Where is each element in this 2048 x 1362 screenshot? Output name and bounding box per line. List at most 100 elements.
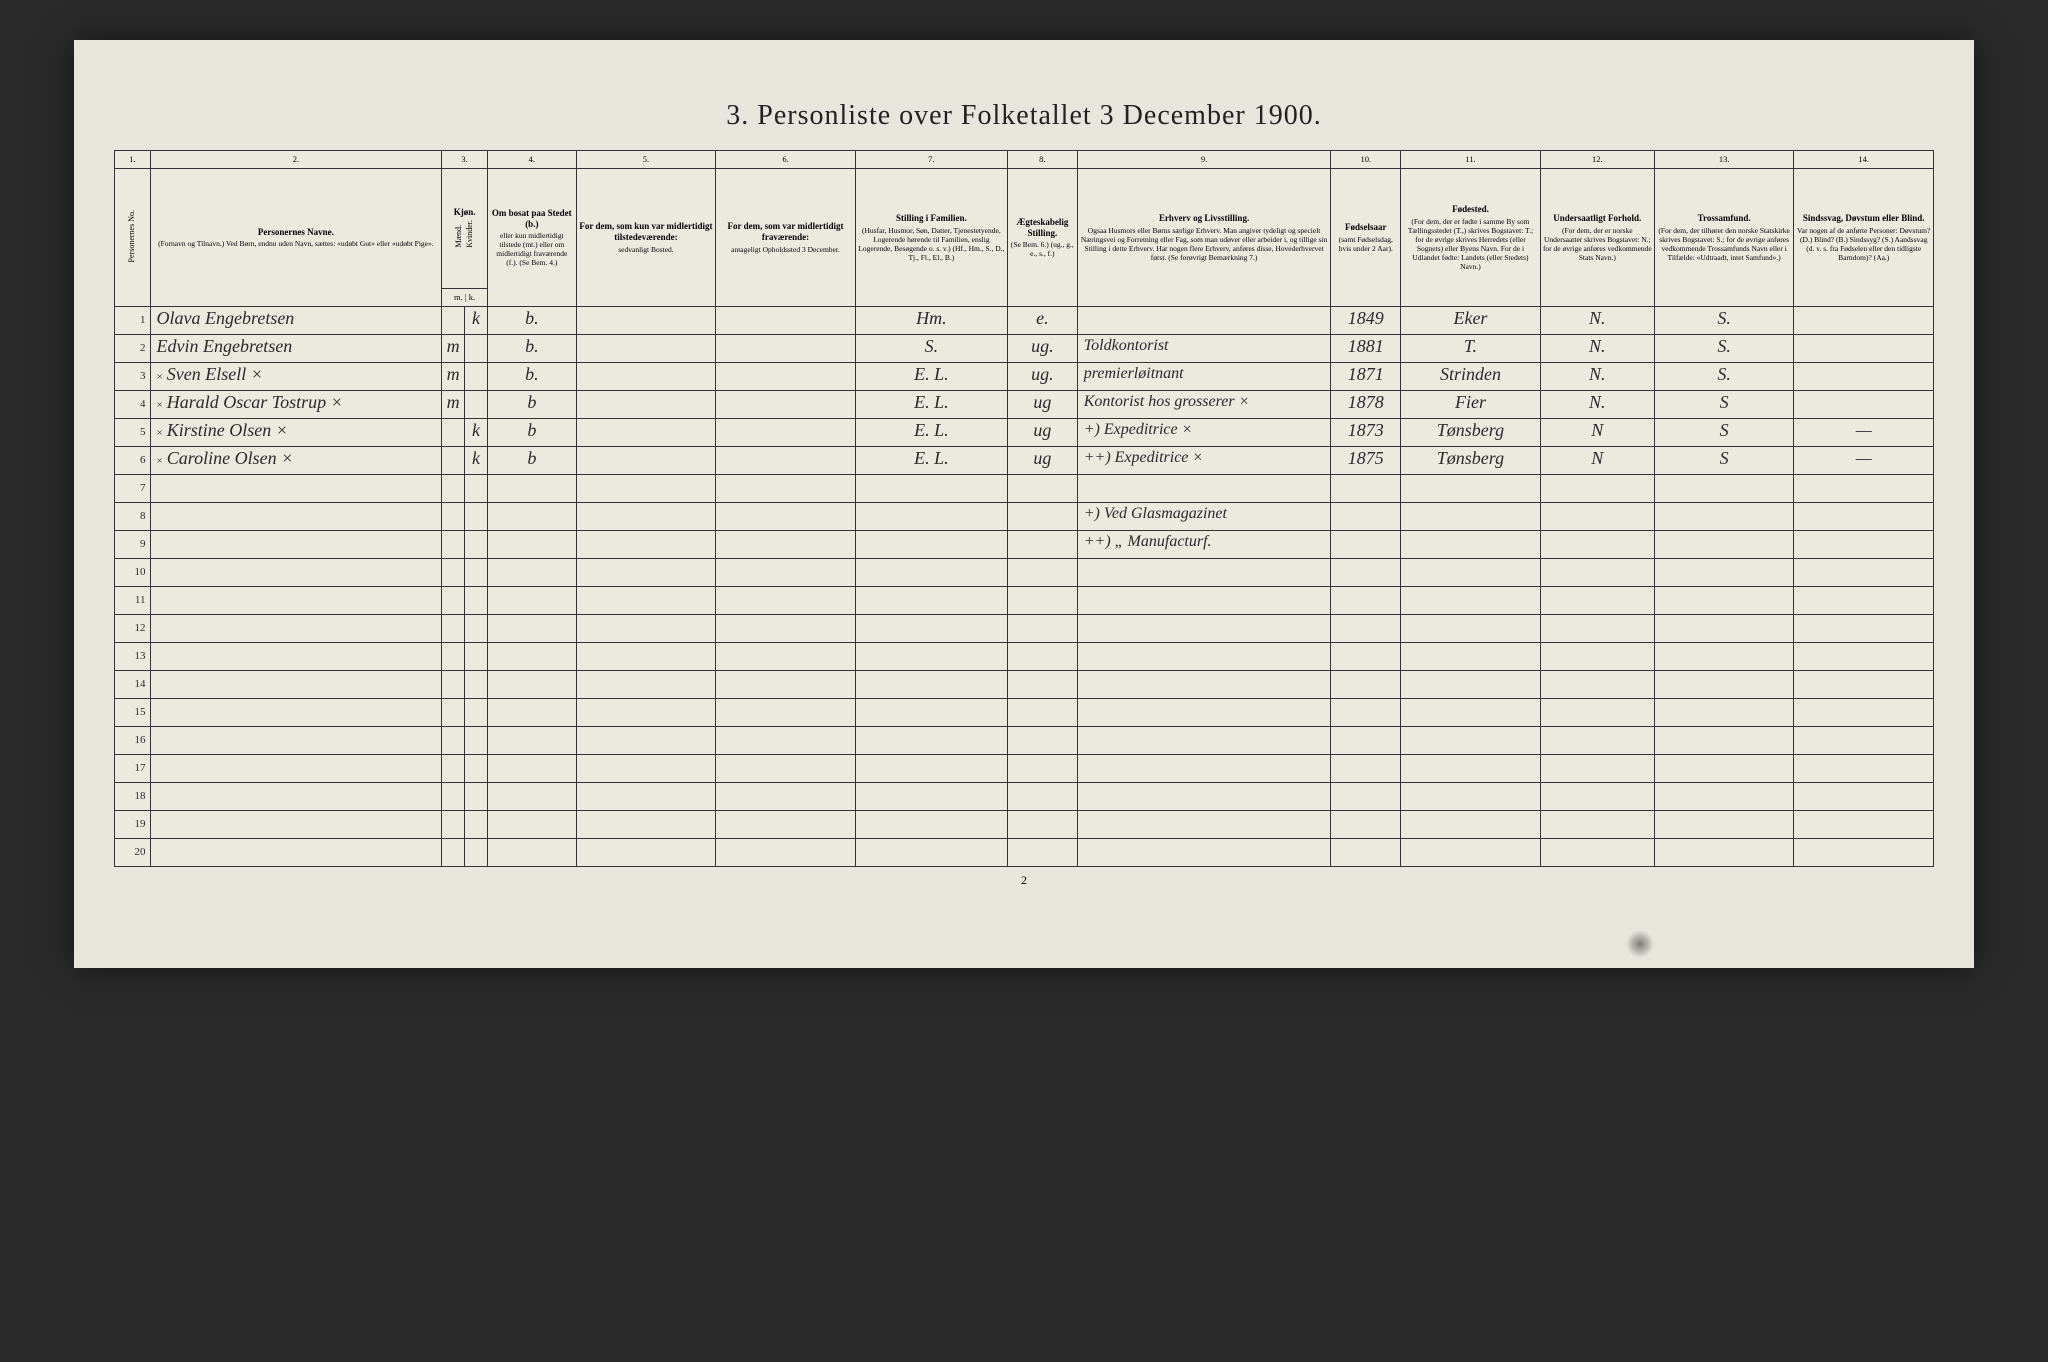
cell-occupation — [1077, 587, 1331, 615]
cell-disability — [1794, 727, 1934, 755]
cell-temp-present — [576, 391, 716, 419]
cell-rownum: 18 — [115, 783, 151, 811]
census-table: 1. 2. 3. 4. 5. 6. 7. 8. 9. 10. 11. 12. 1… — [114, 150, 1934, 867]
cell-family-pos: E. L. — [855, 419, 1007, 447]
cell-temp-present — [576, 559, 716, 587]
cell-citizenship — [1540, 587, 1654, 615]
cell-temp-absent — [716, 783, 856, 811]
table-row: 16 — [115, 727, 1934, 755]
cell-sex-k — [465, 503, 488, 531]
table-row: 13 — [115, 643, 1934, 671]
cell-sex-k — [465, 391, 488, 419]
cell-birthplace — [1401, 839, 1541, 867]
cell-family-pos: E. L. — [855, 447, 1007, 475]
cell-rownum: 8 — [115, 503, 151, 531]
cell-religion — [1654, 783, 1794, 811]
cell-residence — [487, 475, 576, 503]
cell-family-pos — [855, 727, 1007, 755]
cell-disability — [1794, 475, 1934, 503]
cell-birthyear — [1331, 671, 1401, 699]
cell-marital: ug. — [1007, 335, 1077, 363]
cell-disability: — — [1794, 447, 1934, 475]
cell-marital — [1007, 503, 1077, 531]
header-marital: Ægteskabelig Stilling. (Se Bem. 6.) (ug.… — [1007, 169, 1077, 307]
cell-sex-m — [442, 643, 465, 671]
cell-family-pos — [855, 783, 1007, 811]
cell-birthyear — [1331, 727, 1401, 755]
cell-citizenship — [1540, 643, 1654, 671]
table-row: 12 — [115, 615, 1934, 643]
cell-occupation — [1077, 783, 1331, 811]
cell-temp-present — [576, 503, 716, 531]
cell-birthplace: Fier — [1401, 391, 1541, 419]
cell-citizenship — [1540, 727, 1654, 755]
cell-marital: ug — [1007, 447, 1077, 475]
cell-temp-absent — [716, 699, 856, 727]
cell-sex-m — [442, 559, 465, 587]
cell-citizenship — [1540, 839, 1654, 867]
table-row: 20 — [115, 839, 1934, 867]
cell-rownum: 13 — [115, 643, 151, 671]
header-temp-present: For dem, som kun var midlertidigt tilste… — [576, 169, 716, 307]
cell-rownum: 10 — [115, 559, 151, 587]
cell-marital — [1007, 811, 1077, 839]
cell-marital — [1007, 587, 1077, 615]
cell-citizenship — [1540, 559, 1654, 587]
colnum-1: 1. — [115, 151, 151, 169]
table-body: 1Olava Engebretsenkb.Hm.e.1849EkerN.S.2E… — [115, 307, 1934, 867]
cell-marital — [1007, 755, 1077, 783]
cell-disability — [1794, 531, 1934, 559]
cell-birthplace — [1401, 811, 1541, 839]
cell-birthyear — [1331, 699, 1401, 727]
cell-occupation — [1077, 699, 1331, 727]
cell-sex-k — [465, 671, 488, 699]
cell-birthplace — [1401, 699, 1541, 727]
page-footer-number: 2 — [114, 873, 1934, 888]
cell-citizenship: N. — [1540, 307, 1654, 335]
cell-disability — [1794, 335, 1934, 363]
cell-temp-absent — [716, 447, 856, 475]
header-residence: Om bosat paa Stedet (b.) eller kun midle… — [487, 169, 576, 307]
cell-temp-present — [576, 475, 716, 503]
cell-religion — [1654, 559, 1794, 587]
cell-name — [150, 671, 442, 699]
cell-name — [150, 839, 442, 867]
cell-temp-absent — [716, 587, 856, 615]
cell-residence: b — [487, 447, 576, 475]
cell-disability — [1794, 503, 1934, 531]
cell-disability — [1794, 699, 1934, 727]
cell-citizenship — [1540, 671, 1654, 699]
cell-religion: S. — [1654, 307, 1794, 335]
cell-birthyear — [1331, 559, 1401, 587]
cell-occupation — [1077, 727, 1331, 755]
cell-religion — [1654, 643, 1794, 671]
cell-religion: S — [1654, 391, 1794, 419]
cell-temp-present — [576, 363, 716, 391]
cell-marital — [1007, 615, 1077, 643]
cell-rownum: 6 — [115, 447, 151, 475]
cell-rownum: 17 — [115, 755, 151, 783]
colnum-5: 5. — [576, 151, 716, 169]
cell-name — [150, 699, 442, 727]
cell-birthyear: 1871 — [1331, 363, 1401, 391]
cell-disability — [1794, 643, 1934, 671]
cell-occupation — [1077, 643, 1331, 671]
cell-citizenship — [1540, 811, 1654, 839]
table-row: 6×Caroline Olsen ×kbE. L.ug++) Expeditri… — [115, 447, 1934, 475]
cell-temp-absent — [716, 811, 856, 839]
cell-rownum: 7 — [115, 475, 151, 503]
cell-marital — [1007, 783, 1077, 811]
cell-religion — [1654, 531, 1794, 559]
cell-birthyear — [1331, 475, 1401, 503]
cell-occupation: +) Ved Glasmagazinet — [1077, 503, 1331, 531]
cell-marital — [1007, 531, 1077, 559]
cell-birthyear — [1331, 839, 1401, 867]
cell-residence: b. — [487, 335, 576, 363]
cell-family-pos — [855, 671, 1007, 699]
cell-birthplace — [1401, 503, 1541, 531]
cell-birthplace — [1401, 559, 1541, 587]
cell-temp-present — [576, 307, 716, 335]
cell-religion — [1654, 503, 1794, 531]
cell-birthyear — [1331, 783, 1401, 811]
cell-citizenship — [1540, 475, 1654, 503]
